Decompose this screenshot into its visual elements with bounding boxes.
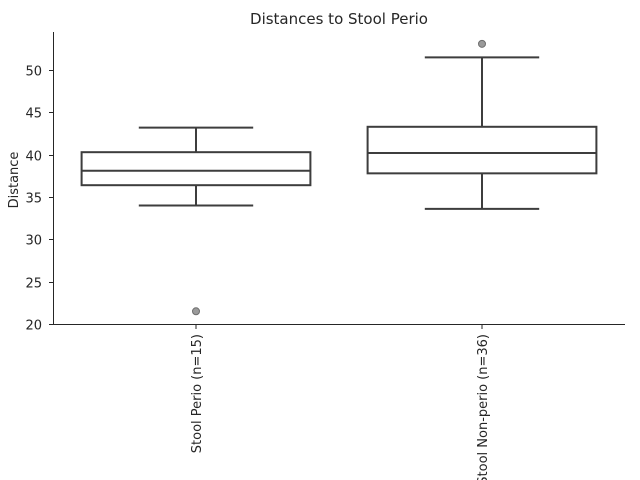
y-axis-label: Distance [7,152,22,209]
box [366,125,598,175]
outlier-point [478,39,486,48]
y-axis-ticks: 20 25 30 35 40 45 50 [25,65,53,334]
y-tick-label: 50 [25,65,42,80]
x-tick-label: Stool Non-perio (n=36) [476,334,491,480]
x-axis-ticks: Stool Perio (n=15) Stool Non-perio (n=36) [190,324,491,480]
chart-title: Distances to Stool Perio [250,10,428,28]
x-tick-label: Stool Perio (n=15) [190,334,205,453]
y-tick-label: 25 [25,277,42,292]
y-tick-label: 40 [25,150,42,165]
box [80,151,312,187]
y-tick-label: 35 [25,192,42,207]
y-tick-label: 20 [25,319,42,334]
y-tick-label: 45 [25,107,42,122]
outlier-point [192,307,200,316]
y-tick-label: 30 [25,234,42,249]
plot-area [80,39,598,316]
